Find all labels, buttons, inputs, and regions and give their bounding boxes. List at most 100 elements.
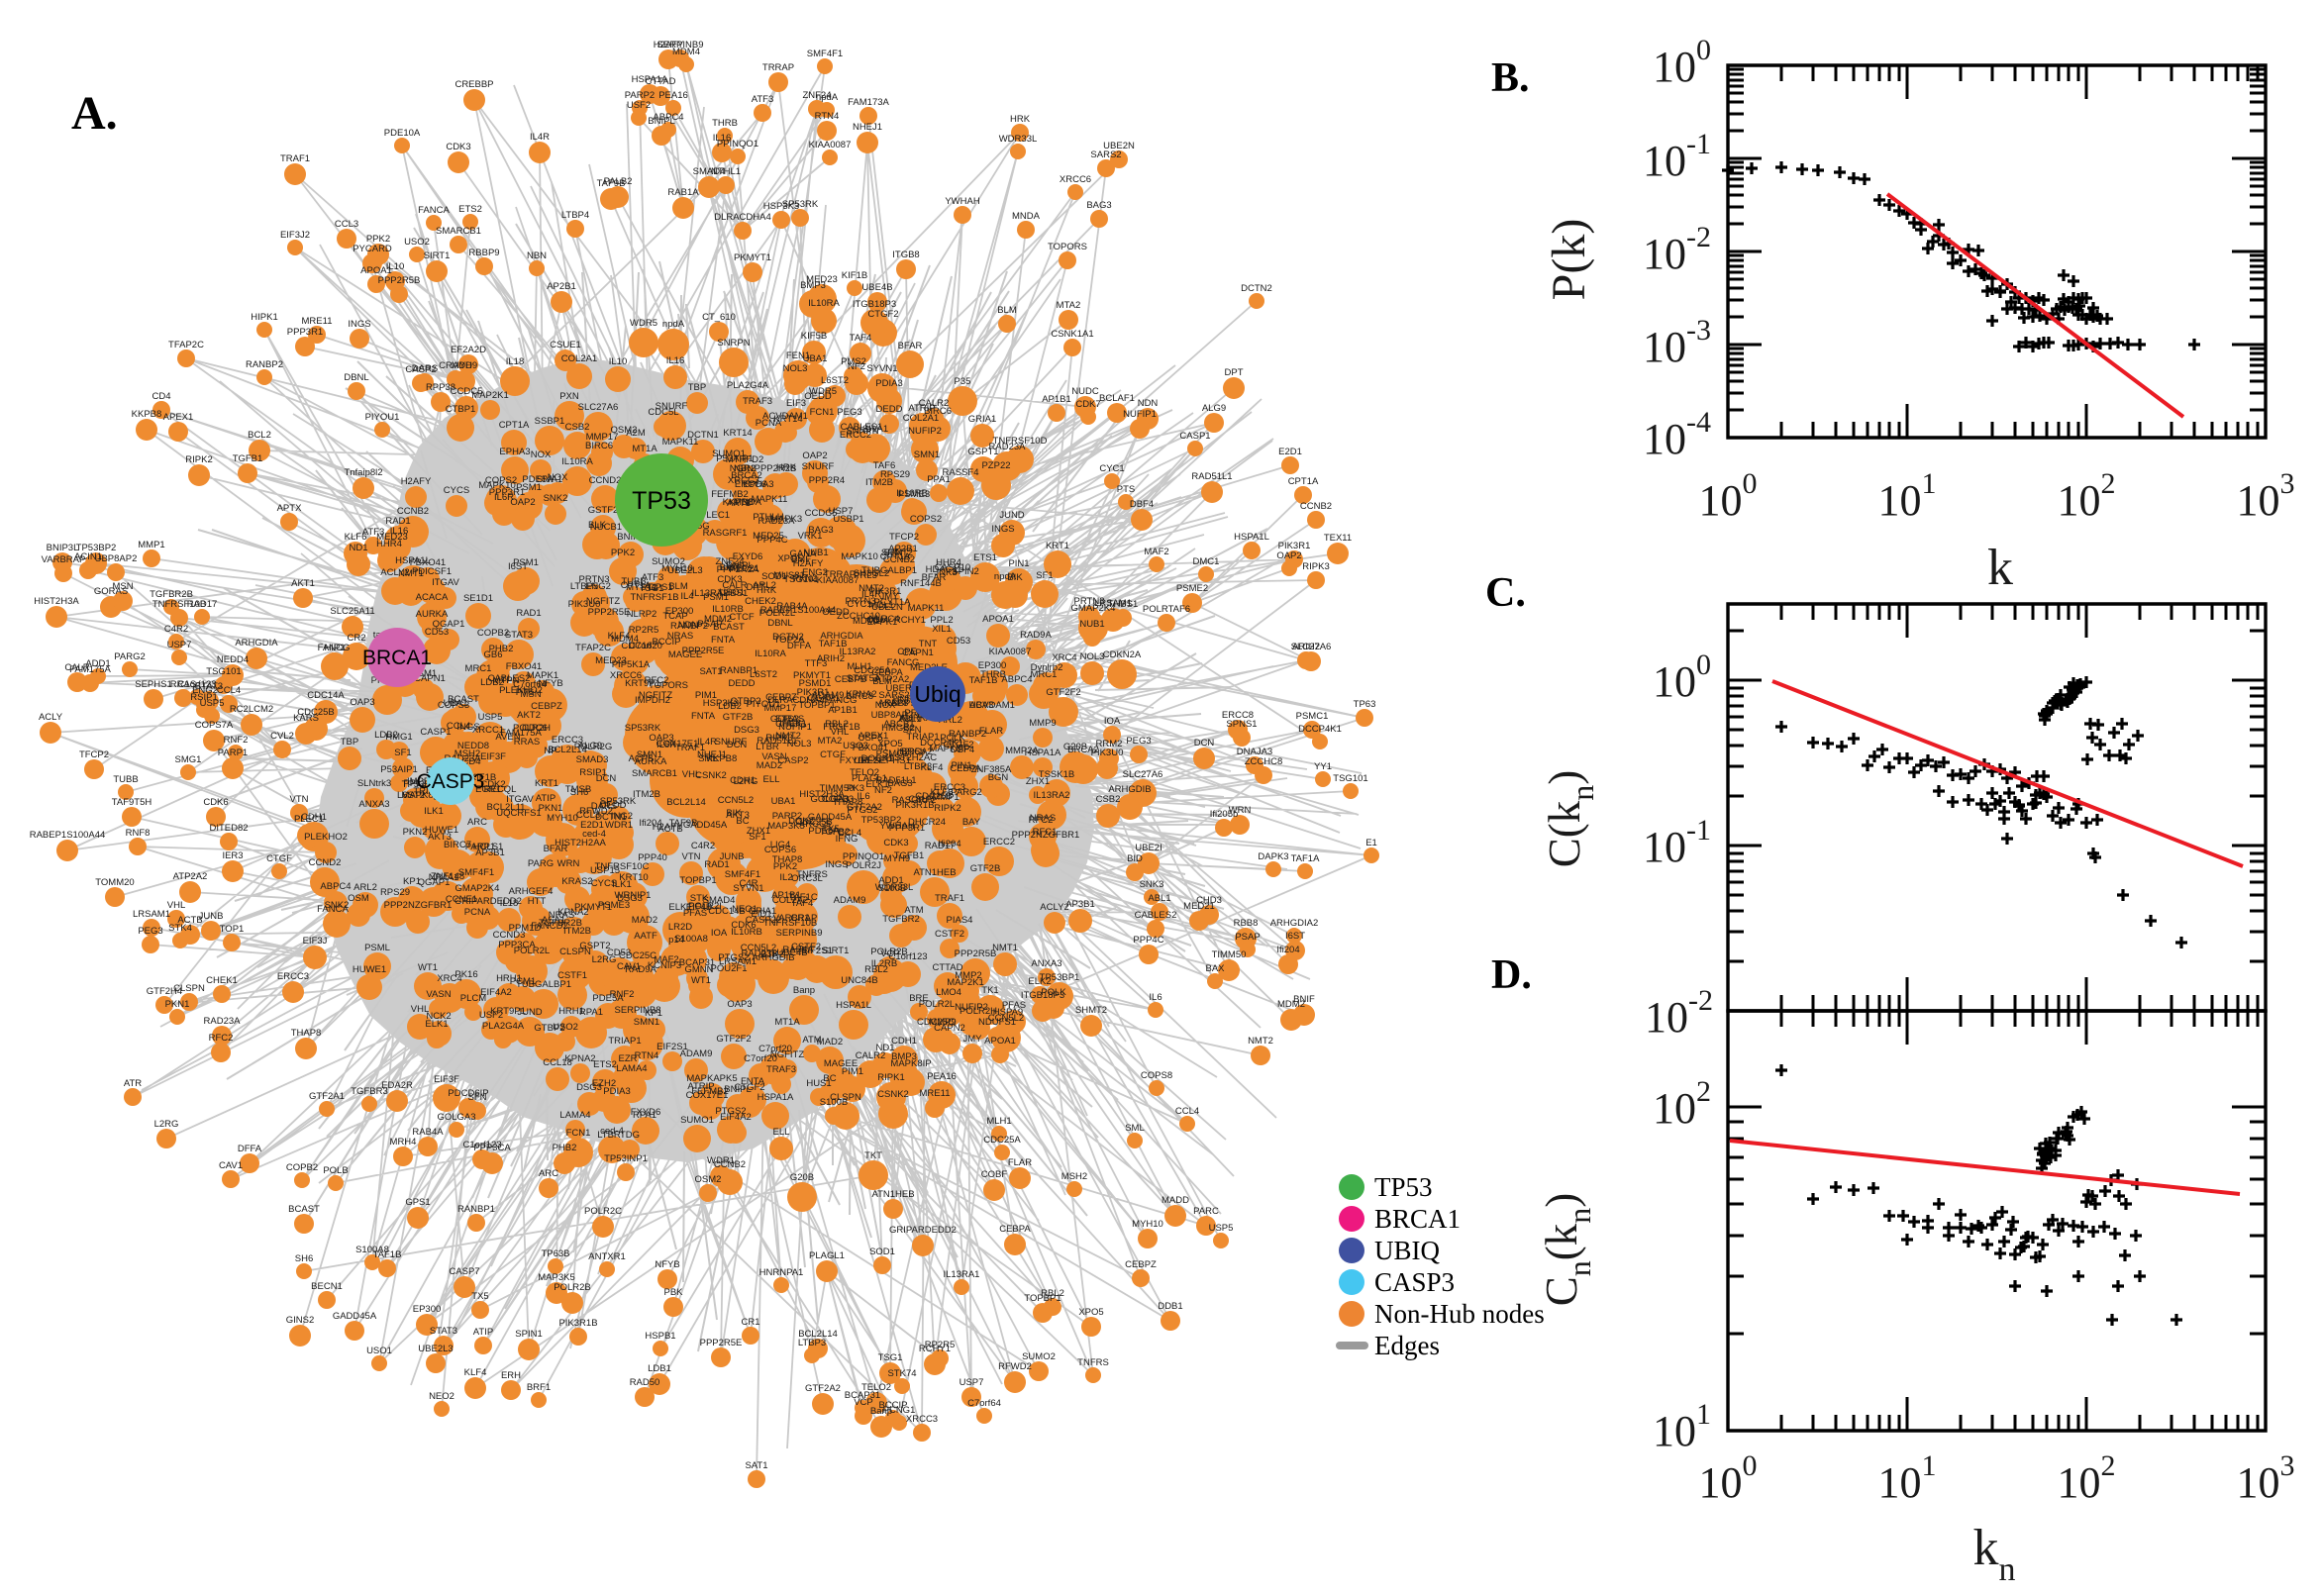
svg-text:ELK1: ELK1 [668, 902, 691, 913]
svg-text:COPS3: COPS3 [438, 700, 469, 711]
svg-text:QGAP1: QGAP1 [418, 877, 451, 888]
svg-text:SML: SML [698, 753, 718, 764]
svg-text:NUCB1: NUCB1 [590, 522, 622, 533]
svg-text:ADD1: ADD1 [878, 875, 903, 886]
svg-text:VCP: VCP [880, 948, 900, 959]
svg-text:ELL: ELL [773, 1127, 790, 1138]
svg-text:PDCD6IP: PDCD6IP [448, 1088, 488, 1099]
svg-text:UNC84B: UNC84B [841, 975, 878, 986]
svg-text:CASP2: CASP2 [777, 755, 808, 766]
svg-text:EIF3F: EIF3F [480, 751, 506, 762]
svg-text:TNFRS: TNFRS [1077, 1357, 1109, 1368]
svg-text:UQCRFS1: UQCRFS1 [496, 808, 541, 819]
svg-text:IL4R: IL4R [697, 737, 717, 748]
svg-text:TRAF3: TRAF3 [743, 396, 772, 407]
svg-text:RAB4A: RAB4A [412, 1127, 444, 1138]
svg-text:GTF2B: GTF2B [970, 863, 1001, 874]
svg-text:BCAST: BCAST [288, 1204, 320, 1215]
svg-text:BIRC8: BIRC8 [846, 691, 873, 702]
svg-text:PYCARD: PYCARD [353, 244, 392, 254]
svg-text:CPT1A: CPT1A [1288, 476, 1319, 487]
svg-text:SMAD4: SMAD4 [693, 166, 726, 177]
svg-text:ERCC2: ERCC2 [983, 837, 1015, 848]
svg-text:EP300: EP300 [978, 660, 1007, 671]
svg-text:ERCC3: ERCC3 [277, 971, 309, 982]
svg-text:CYCS: CYCS [591, 878, 617, 889]
svg-text:STAT3: STAT3 [430, 1326, 457, 1337]
svg-text:102: 102 [2058, 467, 2116, 525]
svg-text:RP2R5: RP2R5 [629, 625, 659, 636]
svg-text:AP2B1: AP2B1 [547, 281, 576, 292]
svg-text:SIVA1: SIVA1 [537, 474, 562, 485]
svg-text:IL10RA: IL10RA [755, 648, 786, 659]
svg-text:CHEK2: CHEK2 [745, 596, 776, 607]
svg-text:CD53: CD53 [947, 636, 970, 647]
svg-text:NMT1: NMT1 [992, 943, 1018, 953]
svg-text:ITGB8: ITGB8 [892, 249, 919, 260]
svg-text:PIN1: PIN1 [951, 760, 971, 771]
svg-text:ING2: ING2 [611, 811, 633, 822]
svg-text:MTHFD2: MTHFD2 [726, 454, 764, 465]
svg-text:WT1: WT1 [691, 975, 711, 986]
svg-text:MAP2K1: MAP2K1 [947, 977, 984, 988]
svg-text:NEO1: NEO1 [732, 904, 758, 915]
svg-text:NLRP2: NLRP2 [627, 609, 657, 620]
svg-text:RAD23B: RAD23B [742, 948, 778, 959]
svg-text:POU2F1: POU2F1 [711, 963, 748, 974]
svg-text:PCNG1: PCNG1 [883, 1405, 916, 1416]
svg-text:CSTF2: CSTF2 [935, 929, 964, 940]
svg-text:NF2: NF2 [874, 785, 892, 796]
svg-text:GADD45A: GADD45A [683, 820, 728, 831]
svg-text:CCL3: CCL3 [576, 810, 600, 821]
svg-text:ZCCHC10: ZCCHC10 [837, 611, 880, 622]
svg-text:TRAF1: TRAF1 [280, 153, 310, 164]
svg-text:ARHGDIA: ARHGDIA [235, 638, 278, 648]
svg-text:SUMO1: SUMO1 [680, 1115, 714, 1126]
svg-text:XRCC6: XRCC6 [610, 670, 642, 681]
svg-text:PPP2R5B: PPP2R5B [378, 275, 421, 286]
svg-text:CASP3: CASP3 [417, 770, 485, 793]
svg-text:HSPA1L: HSPA1L [1234, 532, 1269, 543]
svg-text:TNFRSF1B: TNFRSF1B [630, 592, 678, 603]
svg-text:MADD: MADD [1162, 1195, 1189, 1206]
svg-text:MAP2K1: MAP2K1 [471, 390, 509, 401]
svg-text:ATF3: ATF3 [362, 527, 385, 538]
svg-text:RAD50: RAD50 [630, 1377, 660, 1388]
svg-text:TAF1B: TAF1B [819, 639, 848, 649]
svg-text:IL6: IL6 [857, 791, 869, 802]
svg-text:EGR1: EGR1 [475, 784, 501, 795]
svg-text:IL10: IL10 [386, 261, 405, 272]
svg-text:EPHA3: EPHA3 [499, 447, 530, 457]
svg-text:NGFITZ: NGFITZ [586, 596, 620, 607]
svg-text:PRTN3: PRTN3 [1074, 596, 1105, 607]
svg-text:10-4: 10-4 [1643, 406, 1711, 463]
svg-text:BRCA2: BRCA2 [1067, 745, 1099, 755]
svg-text:MMP2: MMP2 [955, 970, 981, 981]
svg-text:SUMO1: SUMO1 [712, 449, 746, 459]
svg-text:USP7: USP7 [167, 640, 192, 650]
svg-text:DCTN1: DCTN1 [595, 812, 627, 823]
svg-text:AP1B1: AP1B1 [1042, 394, 1071, 405]
svg-text:DCTN2: DCTN2 [1241, 283, 1272, 294]
svg-text:HSPA1L: HSPA1L [395, 555, 431, 566]
svg-text:PIK3R1: PIK3R1 [1278, 541, 1311, 551]
svg-text:CLSPN: CLSPN [173, 983, 205, 994]
svg-text:IL10RA: IL10RA [561, 456, 593, 467]
svg-text:IER3: IER3 [222, 850, 243, 861]
svg-text:KPNA2: KPNA2 [846, 689, 876, 700]
svg-text:CSB2: CSB2 [1096, 794, 1121, 805]
svg-text:SFN: SFN [884, 548, 903, 558]
svg-text:HRH1: HRH1 [496, 973, 522, 984]
svg-text:CAPN2: CAPN2 [934, 1023, 965, 1034]
svg-text:CR1: CR1 [790, 913, 809, 924]
svg-text:CTGF2: CTGF2 [943, 740, 973, 750]
svg-text:TOP1: TOP1 [220, 924, 245, 935]
svg-text:ARHGDIA2: ARHGDIA2 [1270, 918, 1319, 929]
svg-text:MSN: MSN [520, 689, 541, 700]
svg-text:DLRACDHA4: DLRACDHA4 [714, 212, 771, 223]
svg-text:GOLGA3: GOLGA3 [437, 1112, 475, 1123]
svg-text:RSIP1: RSIP1 [190, 692, 217, 703]
svg-text:MSH2: MSH2 [454, 748, 480, 759]
svg-text:PIP5K1A: PIP5K1A [612, 659, 651, 670]
svg-text:P(k): P(k) [1543, 219, 1595, 301]
